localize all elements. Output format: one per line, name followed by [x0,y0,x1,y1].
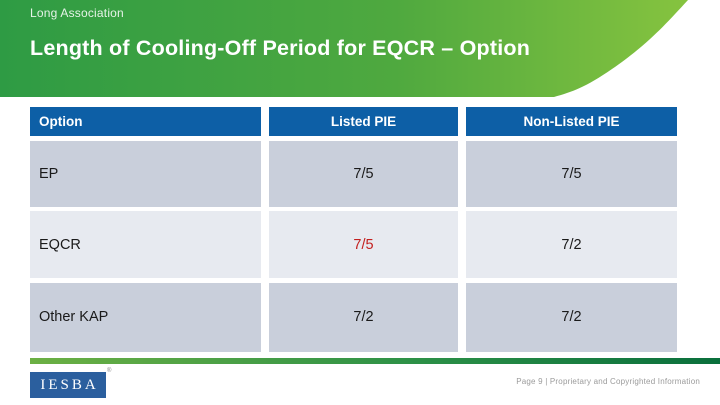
header-band: Long Association Length of Cooling-Off P… [0,0,720,97]
footer-divider-bar [30,358,720,364]
registered-trademark-mark: ® [107,368,112,374]
table-row-ep-option: EP [30,140,261,207]
table-row-other-kap-listed: 7/2 [269,282,458,352]
table-row-other-kap-non-listed: 7/2 [466,282,677,352]
page-info-text: Page 9 | Proprietary and Copyrighted Inf… [516,377,700,386]
eyebrow-text: Long Association [30,6,124,20]
table-header-option: Option [30,107,261,136]
table-row-other-kap-option: Other KAP [30,282,261,352]
table-header-listed-pie: Listed PIE [269,107,458,136]
table-row-eqcr-listed: 7/5 [269,211,458,278]
table-row-ep-listed: 7/5 [269,140,458,207]
table-row-eqcr-non-listed: 7/2 [466,211,677,278]
cooling-off-table: Option Listed PIE Non-Listed PIE EP 7/5 … [30,107,677,352]
table-row-eqcr-option: EQCR [30,211,261,278]
table-header-non-listed-pie: Non-Listed PIE [466,107,677,136]
header-curve-shape [554,0,720,97]
table-row-ep-non-listed: 7/5 [466,140,677,207]
iesba-logo: IESBA [30,372,106,398]
slide-title: Length of Cooling-Off Period for EQCR – … [30,36,531,60]
